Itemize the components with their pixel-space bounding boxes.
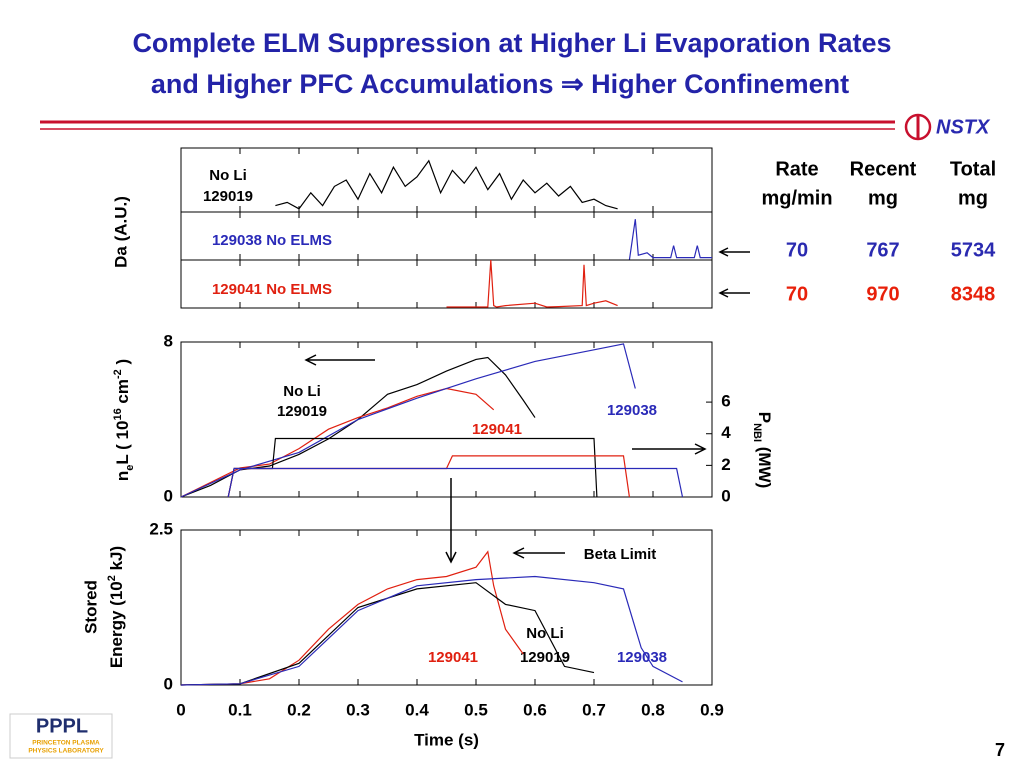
label-part: n [113, 471, 132, 481]
table-header: Rate [775, 158, 818, 180]
annotation: 129041 No ELMS [212, 281, 332, 298]
x-tick-label: 0.8 [641, 700, 665, 719]
series-line [628, 219, 712, 261]
y2-tick-label: 4 [721, 423, 731, 442]
annotation: 129041 [472, 421, 522, 438]
series-line [227, 437, 598, 498]
plot-frame [180, 529, 713, 686]
x-tick-label: 0.4 [405, 700, 429, 719]
label-part: Energy (10 [107, 581, 126, 668]
arrows [304, 247, 750, 564]
label-part: 2 [106, 575, 118, 581]
y2-tick-label: 2 [721, 455, 730, 474]
y2-tick-label: 0 [721, 486, 730, 505]
label-part: P [755, 412, 774, 423]
y-axis-label: Da (A.U.) [111, 196, 130, 268]
table-cell: 70 [786, 283, 808, 305]
lab-logo-text: PPPL [36, 715, 88, 737]
table-header: Total [950, 158, 996, 180]
x-tick-label: 0.9 [700, 700, 724, 719]
series-line [227, 467, 684, 498]
table-cell: 767 [866, 239, 899, 261]
annotation: No Li [209, 167, 247, 184]
series-line [180, 343, 636, 498]
table-header: Recent [850, 158, 917, 180]
y-axis-label: Energy (102 kJ) [106, 546, 127, 668]
label-part: e [124, 465, 136, 471]
x-tick-label: 0 [176, 700, 185, 719]
label-part: 16 [112, 408, 124, 420]
logo-mark [904, 113, 932, 141]
annotation: 129038 No ELMS [212, 232, 332, 249]
logo-text: NSTX [936, 116, 991, 138]
plot-frame [180, 341, 713, 498]
lab-logo-text: PHYSICS LABORATORY [28, 748, 104, 755]
annotation: 129019 [277, 403, 327, 420]
annotation: Beta Limit [584, 546, 657, 563]
table-cell: 970 [866, 283, 899, 305]
y-tick-label: 0 [164, 674, 173, 693]
table-header: mg/min [761, 187, 832, 209]
label-part: L ( 10 [113, 421, 132, 465]
x-tick-label: 0.6 [523, 700, 547, 719]
table-cell: 8348 [951, 283, 996, 305]
table-cell: 70 [786, 239, 808, 261]
series-line [180, 575, 683, 686]
annotation: 129038 [607, 402, 657, 419]
title-line: and Higher PFC Accumulations ⇒ Higher Co… [151, 69, 849, 99]
label-part: cm [113, 379, 132, 408]
x-tick-label: 0.5 [464, 700, 488, 719]
label-part: NBI [751, 423, 763, 442]
label-part: (MW) [755, 442, 774, 488]
y-tick-label: 8 [164, 331, 173, 350]
label-part: kJ) [107, 546, 126, 575]
x-tick-label: 0.3 [346, 700, 370, 719]
lab-logo [9, 713, 113, 759]
x-tick-label: 0.1 [228, 700, 252, 719]
page-number: 7 [995, 740, 1005, 760]
y2-axis-label: PNBI (MW) [751, 412, 773, 489]
series-line [180, 582, 595, 686]
annotation: No Li [526, 625, 564, 642]
table-header: mg [958, 187, 988, 209]
annotation: No Li [283, 383, 321, 400]
annotation: 129041 [428, 649, 478, 666]
annotation: 129019 [203, 188, 253, 205]
title-line: Complete ELM Suppression at Higher Li Ev… [132, 28, 891, 58]
table-header: mg [868, 187, 898, 209]
y-tick-label: 0 [164, 486, 173, 505]
y-axis-label: Stored [81, 580, 100, 634]
series-line [275, 159, 618, 210]
series-line [180, 387, 495, 498]
x-tick-label: 0.2 [287, 700, 311, 719]
plot-frame [180, 147, 713, 213]
plot-frame [180, 259, 713, 309]
label-part: ) [113, 359, 132, 369]
y2-tick-label: 6 [721, 392, 730, 411]
series-line [180, 550, 524, 686]
series-line [227, 455, 630, 498]
lab-logo-text: PRINCETON PLASMA [32, 740, 100, 747]
y-axis-label: neL ( 1016 cm-2 ) [112, 359, 136, 481]
series-line [446, 259, 618, 308]
x-tick-label: 0.7 [582, 700, 606, 719]
y-tick-label: 2.5 [149, 519, 173, 538]
x-axis-label: Time (s) [414, 730, 479, 749]
annotation: 129038 [617, 649, 667, 666]
table-cell: 5734 [951, 239, 996, 261]
label-part: -2 [112, 369, 124, 379]
